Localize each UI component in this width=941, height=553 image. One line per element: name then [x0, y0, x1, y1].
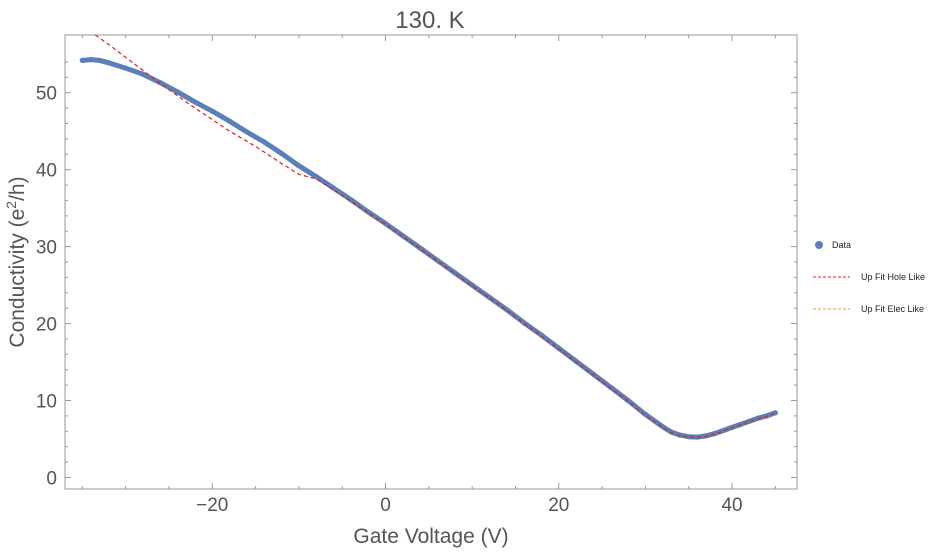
data-point: [278, 150, 285, 157]
data-point: [365, 209, 371, 215]
data-point: [175, 89, 181, 95]
data-point: [660, 424, 666, 430]
y-axis-label-superscript: 2: [3, 201, 19, 209]
data-series-trace: [79, 57, 778, 440]
data-point: [625, 397, 631, 404]
x-tick-label: 40: [721, 495, 742, 516]
axis-ticks: −20 0 20 40 0 10 20 30 40 50: [36, 35, 797, 516]
data-point: [209, 108, 215, 114]
legend-label-data: Data: [832, 240, 851, 250]
data-point: [772, 410, 778, 416]
x-axis-label: Gate Voltage (V): [353, 525, 508, 548]
data-point: [105, 60, 111, 66]
y-tick-label: 10: [36, 392, 57, 413]
data-point: [417, 245, 423, 251]
data-point: [192, 99, 198, 105]
data-point: [642, 411, 649, 417]
data-point: [382, 220, 389, 227]
x-tick-label: 0: [380, 495, 391, 516]
data-point: [400, 233, 406, 239]
data-point: [296, 163, 302, 169]
data-point: [97, 57, 103, 63]
data-point: [677, 432, 683, 438]
data-point: [88, 57, 94, 63]
data-point: [79, 57, 85, 63]
fit-line-1: [94, 34, 776, 439]
x-tick-label: −20: [196, 495, 228, 516]
chart-title: 130. K: [395, 7, 464, 34]
data-point: [244, 129, 250, 135]
y-tick-label: 40: [36, 161, 57, 182]
y-tick-label: 20: [36, 315, 57, 336]
data-point: [140, 71, 146, 77]
data-point: [720, 427, 726, 434]
data-point: [261, 139, 267, 145]
data-point: [746, 418, 752, 424]
data-point: [686, 434, 692, 440]
plot-frame: [64, 34, 798, 490]
legend-label-hole-fit: Up Fit Hole Like: [861, 272, 925, 282]
y-tick-label: 0: [46, 468, 57, 489]
y-axis-label: Conductivity (e2/h): [3, 176, 29, 347]
y-tick-label: 30: [36, 238, 57, 259]
data-point: [434, 257, 441, 264]
legend-label-elec-fit: Up Fit Elec Like: [861, 304, 924, 314]
data-point: [123, 65, 129, 71]
legend-marker-data: [815, 241, 823, 249]
data-point: [157, 80, 163, 86]
plot-area: [79, 34, 778, 440]
y-axis-label-tail: /h): [6, 176, 29, 201]
legend: Data Up Fit Hole Like Up Fit Elec Like: [813, 240, 925, 314]
data-point: [313, 173, 319, 180]
y-axis-label-main: Conductivity (e: [6, 209, 29, 348]
x-tick-label: 20: [548, 495, 569, 516]
y-tick-label: 50: [36, 84, 57, 105]
data-point: [226, 118, 233, 124]
